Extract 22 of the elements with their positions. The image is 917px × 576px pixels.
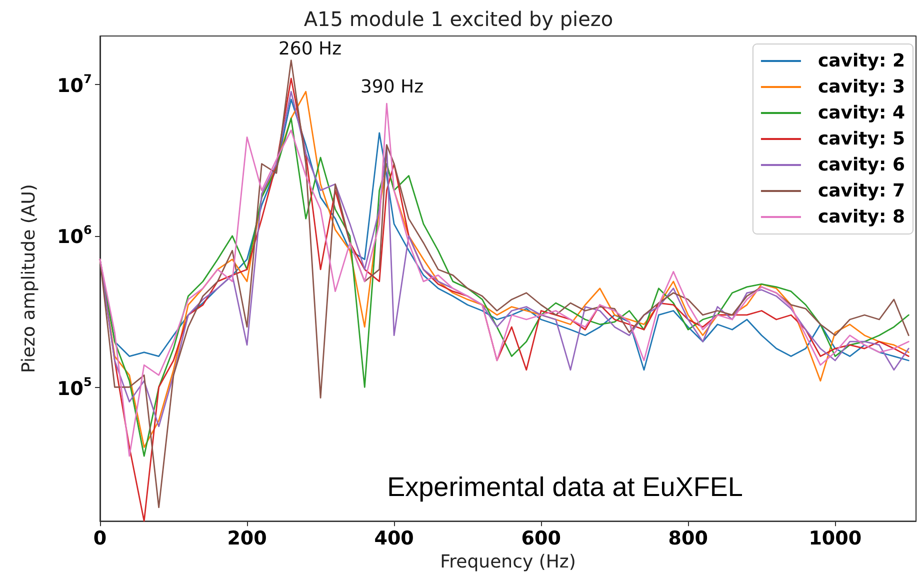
legend-label: cavity: 5 [818, 128, 905, 150]
y-tick-label: 10$^{7}$ [57, 72, 92, 98]
x-tick-label: 600 [521, 528, 561, 550]
y-tick-label: 10$^{6}$ [57, 223, 92, 248]
x-tick-label: 800 [668, 528, 708, 550]
legend-label: cavity: 3 [818, 76, 905, 98]
legend-label: cavity: 8 [818, 206, 905, 228]
y-axis-title: Piezo amplitude (AU) [18, 184, 40, 374]
legend-label: cavity: 7 [818, 180, 905, 202]
annotation: 390 Hz [360, 76, 424, 98]
x-tick-label: 0 [93, 528, 107, 550]
x-axis-title: Frequency (Hz) [440, 552, 576, 572]
x-tick-label: 400 [374, 528, 414, 550]
legend-label: cavity: 2 [818, 50, 905, 72]
chart-title: A15 module 1 excited by piezo [304, 7, 614, 31]
x-tick-label: 1000 [808, 528, 862, 550]
annotation: Experimental data at EuXFEL [387, 472, 743, 502]
y-tick-label: 10$^{5}$ [57, 374, 92, 400]
legend-label: cavity: 4 [818, 102, 905, 124]
annotation: 260 Hz [278, 38, 342, 60]
x-tick-label: 200 [227, 528, 267, 550]
legend-label: cavity: 6 [818, 154, 905, 176]
